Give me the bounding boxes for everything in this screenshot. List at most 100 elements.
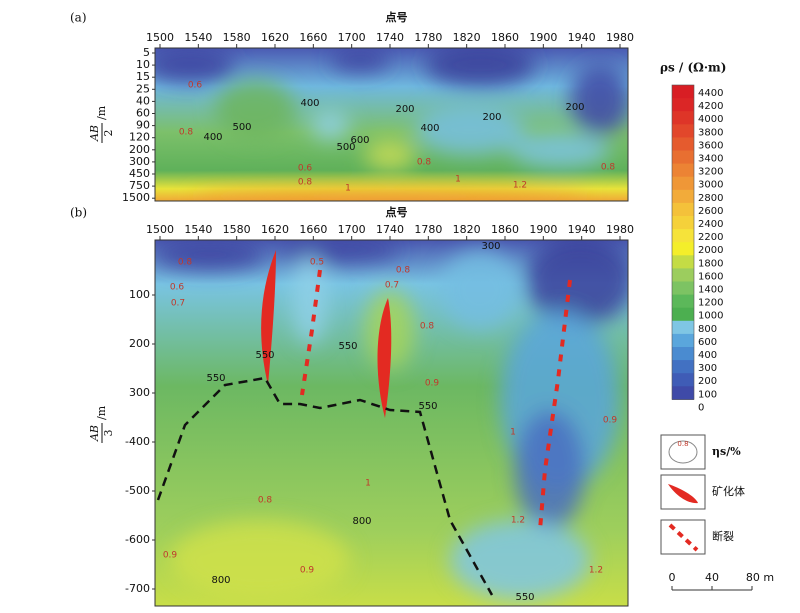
legend-box xyxy=(660,519,706,555)
y-title-unit: /m xyxy=(95,405,108,420)
legend-sample: 0.8 xyxy=(677,440,688,448)
y-tick-label: 450 xyxy=(129,167,150,180)
field-blob xyxy=(450,520,590,600)
x-tick-label: 1660 xyxy=(299,31,327,44)
legend-ore xyxy=(668,484,698,504)
contour-label: 0.7 xyxy=(385,281,399,291)
contour-label: 0.7 xyxy=(171,299,185,309)
contour-label: 200 xyxy=(482,112,501,123)
y-tick-label: 200 xyxy=(129,143,150,156)
y-tick-label: 120 xyxy=(129,131,150,144)
x-tick-label: 1980 xyxy=(606,223,634,236)
colorbar-tick-label: 800 xyxy=(698,324,717,335)
x-tick-label: 1980 xyxy=(606,31,634,44)
x-tick-label: 1780 xyxy=(414,223,442,236)
legend-label: 矿化体 xyxy=(712,484,745,498)
boundary xyxy=(156,376,494,596)
contour-label: 0.6 xyxy=(298,164,313,174)
colorbar-swatch xyxy=(672,124,694,138)
contour-label: 550 xyxy=(515,592,534,603)
scale-label: 80 m xyxy=(746,571,774,584)
colorbar-swatch xyxy=(672,268,694,282)
contour-label: 500 xyxy=(232,122,251,133)
x-tick-label: 1500 xyxy=(146,31,174,44)
colorbar-swatch xyxy=(672,255,694,269)
contour-label: 550 xyxy=(338,341,357,352)
y-tick-label: -400 xyxy=(125,435,150,448)
colorbar-swatch xyxy=(672,216,694,230)
x-axis-title: 点号 xyxy=(386,205,408,219)
colorbar-swatch xyxy=(672,386,694,400)
plot-frame xyxy=(154,47,629,202)
colorbar-swatch xyxy=(672,202,694,217)
colorbar-tick-label: 3800 xyxy=(698,127,723,138)
colorbar-tick-label: 4400 xyxy=(698,88,723,99)
colorbar-tick-label: 3000 xyxy=(698,180,723,191)
scale-label: 0 xyxy=(669,571,676,584)
x-tick-label: 1900 xyxy=(529,31,557,44)
y-tick-label: 100 xyxy=(129,288,150,301)
colorbar-tick-label: 2200 xyxy=(698,232,723,243)
field-blob xyxy=(190,190,590,201)
colorbar-tick-label: 1800 xyxy=(698,258,723,269)
x-tick-label: 1820 xyxy=(453,31,481,44)
x-tick-label: 1620 xyxy=(261,223,289,236)
contour-label: 400 xyxy=(420,123,439,134)
field-blob xyxy=(510,132,610,168)
scale-label: 40 xyxy=(705,571,719,584)
field-blob xyxy=(155,240,265,270)
colorbar-swatch xyxy=(672,150,694,165)
contour-label: 1 xyxy=(365,479,371,489)
y-tick-label: -700 xyxy=(125,582,150,595)
contour-label: 200 xyxy=(395,104,414,115)
colorbar-tick-label: 2600 xyxy=(698,206,723,217)
colorbar-swatch xyxy=(672,347,694,361)
y-tick-label: 60 xyxy=(136,107,150,120)
colorbar-swatch xyxy=(672,229,694,243)
x-axis-title: 点号 xyxy=(386,10,408,24)
contour-label: 200 xyxy=(565,102,584,113)
colorbar-tick-label: 1200 xyxy=(698,298,723,309)
contour-label: 0.8 xyxy=(396,266,411,276)
contour-label: 1.2 xyxy=(513,181,527,191)
contour-label: 0.8 xyxy=(258,496,273,506)
contour-label: 0.8 xyxy=(417,158,432,168)
contour-label: 300 xyxy=(481,241,500,252)
field-blob xyxy=(365,140,415,170)
contour-label: 500 xyxy=(336,142,355,153)
y-title-numerator: AB xyxy=(88,125,101,142)
colorbar-tick-label: 4200 xyxy=(698,101,723,112)
colorbar-tick-label: 1400 xyxy=(698,285,723,296)
colorbar-tick-label: 400 xyxy=(698,350,717,361)
plot-frame xyxy=(154,239,629,607)
field-blob xyxy=(170,520,350,600)
colorbar-swatch xyxy=(672,281,694,296)
y-tick-label: 300 xyxy=(129,155,150,168)
x-tick-label: 1940 xyxy=(568,223,596,236)
contour-label: 1 xyxy=(455,175,461,185)
contour-label: 0.8 xyxy=(601,163,616,173)
x-tick-label: 1580 xyxy=(223,31,251,44)
contour-label: 1 xyxy=(345,184,351,194)
y-tick-label: 5 xyxy=(143,46,150,59)
y-axis-title: AB 2/m xyxy=(88,105,115,143)
contour-label: 800 xyxy=(211,575,230,586)
colorbar-title: ρs / (Ω·m) xyxy=(660,61,726,75)
colorbar-swatch xyxy=(672,85,694,99)
legend-label: ηs/% xyxy=(712,445,741,458)
x-tick-label: 1740 xyxy=(376,31,404,44)
field-blob xyxy=(440,250,520,330)
y-title-denominator: 3 xyxy=(102,430,115,437)
field-blob xyxy=(425,48,535,87)
colorbar-swatch xyxy=(672,111,694,125)
x-tick-label: 1620 xyxy=(261,31,289,44)
colorbar-tick-label: 200 xyxy=(698,376,717,387)
colorbar-tick-label: 3600 xyxy=(698,140,723,151)
field-blob xyxy=(570,65,628,135)
colorbar-swatch xyxy=(672,294,694,309)
contour-label: 0.8 xyxy=(298,178,313,188)
colorbar-swatch xyxy=(672,360,694,374)
colorbar-swatch xyxy=(672,163,694,178)
x-tick-label: 1500 xyxy=(146,223,174,236)
field-blob xyxy=(415,105,525,155)
